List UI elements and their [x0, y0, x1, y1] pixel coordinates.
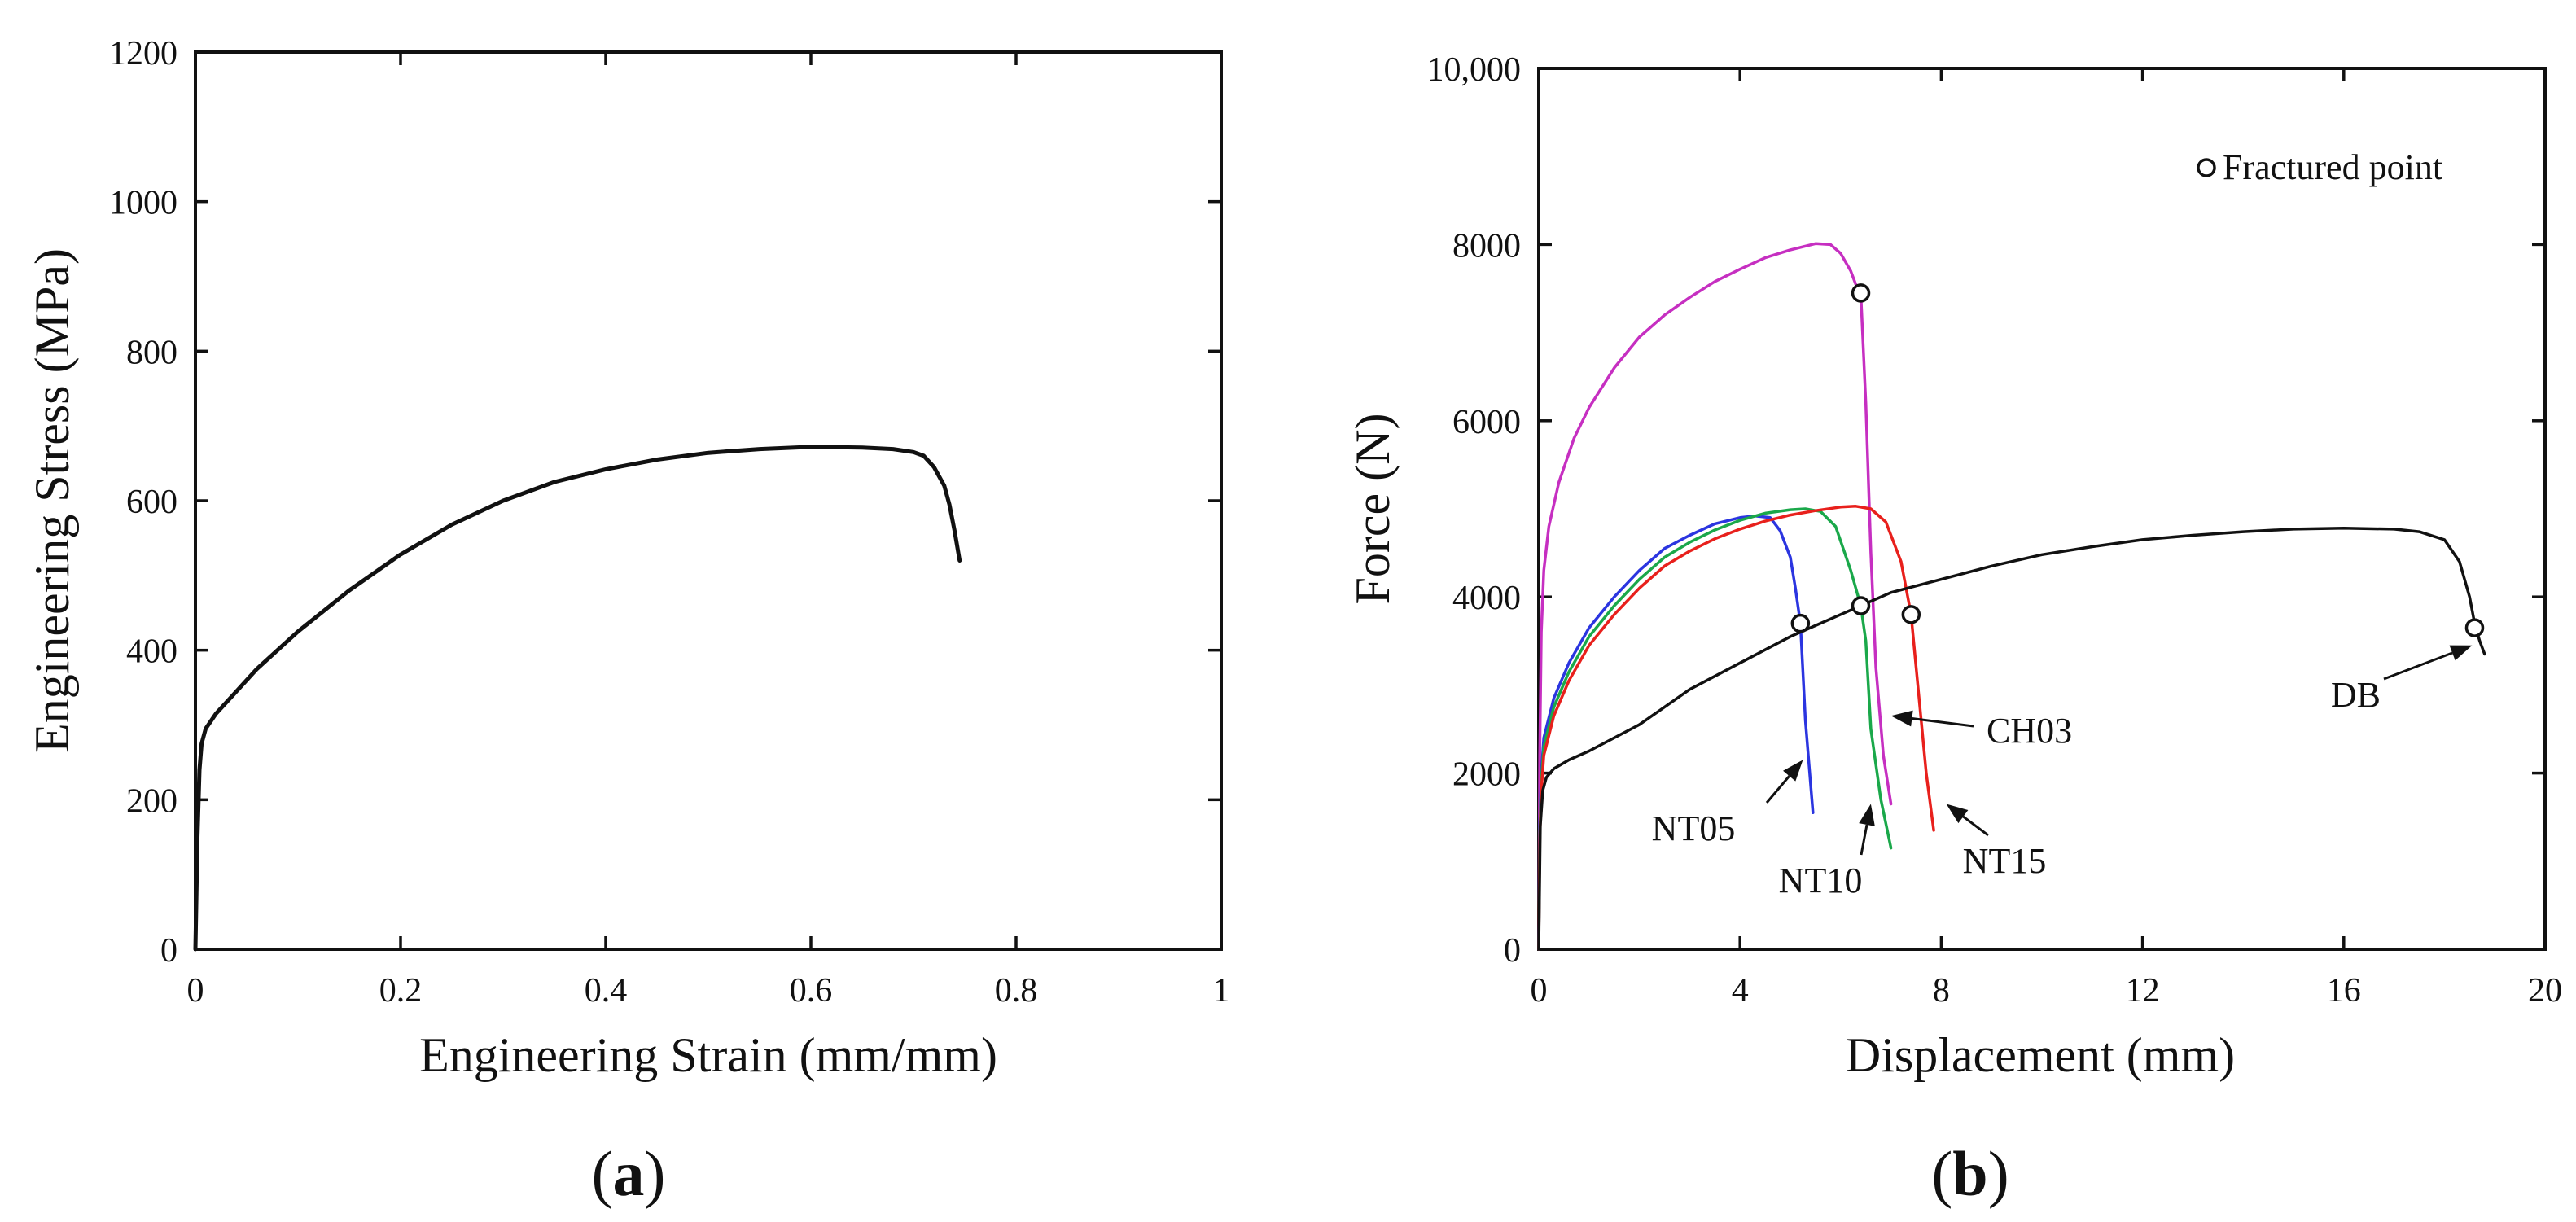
b-xtick-label: 12: [2126, 972, 2160, 1010]
series-line-nt15: [1537, 505, 1935, 951]
a-ticks: 0 0.2 0.4 0.6 0.8 1 0 200 400 600 800 1000 1200: [109, 35, 1230, 1010]
annotation-arrow-ch03: [1912, 717, 1974, 728]
b-panel-label: (b): [1931, 1138, 2009, 1209]
a-ytick-label: 0: [160, 932, 177, 970]
b-annotations: CH03 NT05 NT10 NT15 DB: [1652, 645, 2473, 900]
annotation-arrow-nt05: [1765, 775, 1790, 804]
series-line-nt05: [1537, 514, 1815, 951]
annotation-label-ch03: CH03: [1987, 711, 2072, 751]
annotation-label-nt10: NT10: [1779, 861, 1863, 900]
a-ytick-label: 400: [126, 633, 177, 671]
plot-frame-a: [194, 50, 1223, 951]
legend-marker: [2197, 158, 2216, 177]
fracture-point-ch03: [1851, 283, 1871, 303]
annotation-label-nt15: NT15: [1963, 841, 2047, 881]
fracture-point-nt15: [1901, 605, 1921, 624]
annotation-arrowhead-nt10: [1859, 804, 1875, 826]
annotation-label-nt05: NT05: [1652, 808, 1736, 848]
annotation-arrowhead-nt15: [1946, 804, 1969, 824]
b-ytick-label: 2000: [1452, 756, 1521, 794]
b-xtick-label: 0: [1531, 972, 1548, 1010]
a-ytick-label: 600: [126, 484, 177, 521]
b-xtick-label: 4: [1732, 972, 1749, 1010]
a-series: [193, 445, 962, 952]
b-ylabel: Force (N): [1346, 414, 1400, 605]
series-line-db: [1537, 527, 2486, 951]
b-xlabel: Displacement (mm): [1846, 1028, 2235, 1082]
annotation-arrow-nt15: [1962, 815, 1989, 837]
b-ytick-label: 8000: [1452, 227, 1521, 265]
legend: Fractured point: [2197, 147, 2442, 187]
b-ytick-label: 0: [1504, 932, 1521, 970]
series-line-stress-strain: [193, 445, 962, 952]
fracture-point-nt10: [1851, 596, 1871, 615]
b-ytick-label: 4000: [1452, 580, 1521, 617]
annotation-label-db: DB: [2331, 675, 2381, 715]
a-panel-label: (a): [592, 1138, 666, 1209]
a-ytick-label: 800: [126, 334, 177, 371]
a-xtick-label: 0.4: [585, 972, 628, 1010]
a-xtick-label: 1: [1213, 972, 1230, 1010]
b-xtick-label: 8: [1933, 972, 1950, 1010]
b-ytick-label: 6000: [1452, 404, 1521, 441]
a-xtick-label: 0: [187, 972, 204, 1010]
b-xtick-label: 20: [2528, 972, 2562, 1010]
annotation-arrow-db: [2383, 651, 2453, 681]
annotation-arrowhead-db: [2449, 645, 2473, 661]
legend-label: Fractured point: [2223, 147, 2442, 187]
b-series: [1537, 242, 2486, 951]
a-xtick-label: 0.6: [790, 972, 833, 1010]
panel-b: 0 4 8 12 16 20 0 2000 4000 6000 8000 10,000 CH03 NT0…: [1346, 51, 2562, 1209]
panel-a: 0 0.2 0.4 0.6 0.8 1 0 200 400 600 800 1000 1200 Engi…: [25, 35, 1230, 1209]
series-line-ch03: [1537, 242, 1893, 951]
fracture-point-db: [2464, 618, 2485, 637]
a-ytick-label: 200: [126, 782, 177, 820]
a-ytick-label: 1200: [109, 35, 177, 72]
fracture-point-nt05: [1790, 613, 1811, 633]
b-fracture-markers: [1790, 283, 2485, 637]
a-xtick-label: 0.2: [379, 972, 423, 1010]
annotation-arrowhead-nt05: [1783, 760, 1803, 782]
annotation-arrowhead-ch03: [1890, 710, 1913, 727]
a-xlabel: Engineering Strain (mm/mm): [419, 1028, 997, 1082]
b-ticks: 0 4 8 12 16 20 0 2000 4000 6000 8000 10,000: [1427, 51, 2563, 1010]
plot-frame-b: [1537, 67, 2547, 951]
annotation-arrow-nt10: [1860, 824, 1868, 856]
b-xtick-label: 16: [2327, 972, 2361, 1010]
b-ytick-label: 10,000: [1427, 51, 1522, 89]
a-ylabel: Engineering Stress (MPa): [25, 248, 79, 753]
a-ytick-label: 1000: [109, 185, 177, 222]
a-xtick-label: 0.8: [995, 972, 1038, 1010]
